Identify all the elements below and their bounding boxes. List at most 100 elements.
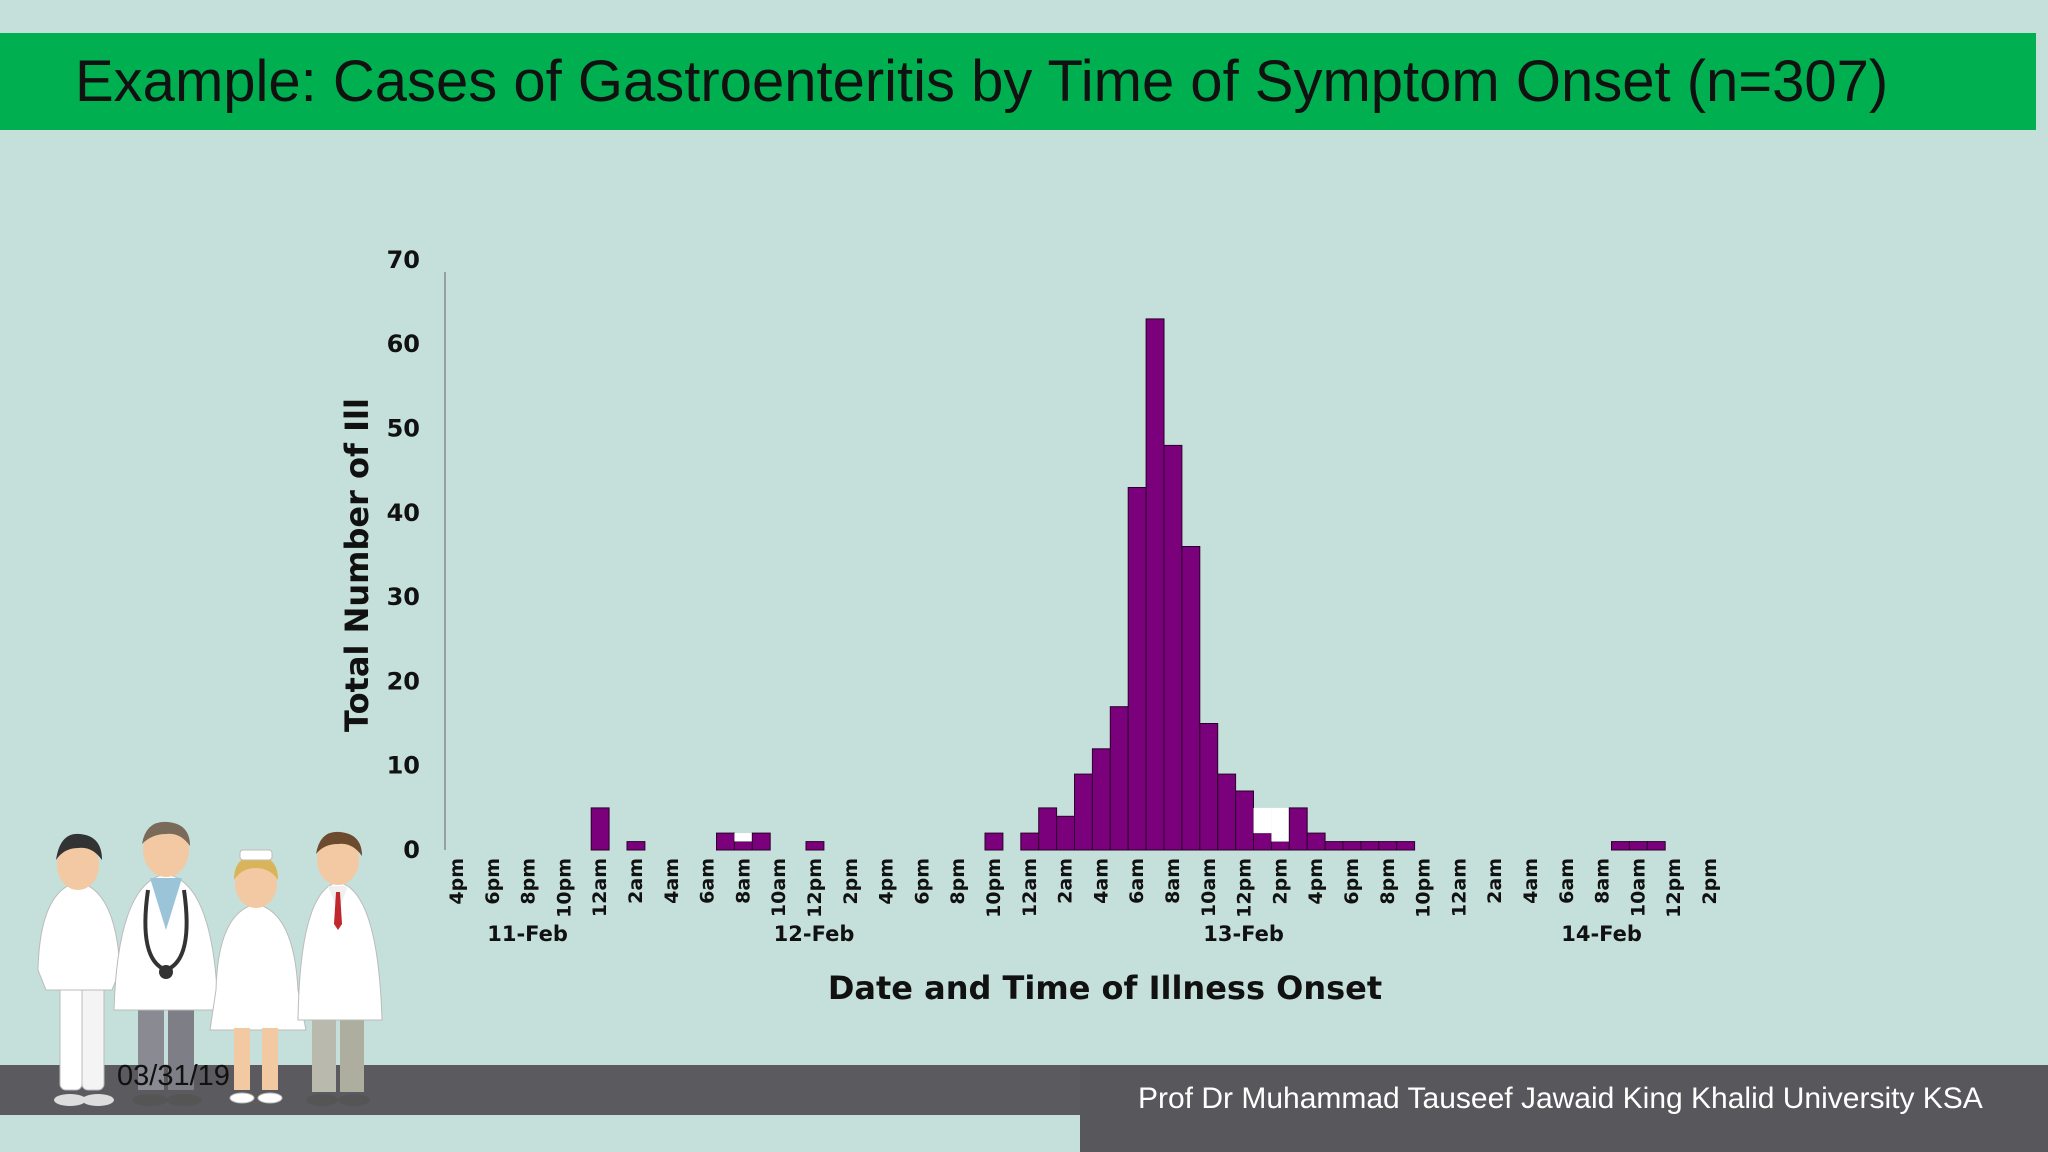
date-labels: 11-Feb 12-Feb 13-Feb 14-Feb bbox=[487, 922, 1642, 946]
bar bbox=[1342, 841, 1362, 851]
footer-credit: Prof Dr Muhammad Tauseef Jawaid King Kha… bbox=[1138, 1082, 1983, 1115]
bar bbox=[1109, 706, 1129, 851]
bar bbox=[1646, 841, 1666, 851]
nurse-figure-icon bbox=[37, 833, 121, 1106]
x-tick-label: 12pm bbox=[1663, 858, 1685, 918]
y-tick-label: 30 bbox=[387, 583, 420, 611]
bar bbox=[805, 841, 825, 851]
bar bbox=[1396, 841, 1416, 851]
y-tick-label: 50 bbox=[387, 415, 420, 443]
doctor-figure-icon bbox=[113, 821, 219, 1106]
y-tick-label: 0 bbox=[403, 836, 420, 864]
title-bar: Example: Cases of Gastroenteritis by Tim… bbox=[0, 33, 2036, 130]
x-tick-label: 12am bbox=[1448, 858, 1470, 917]
x-tick-label: 10am bbox=[1198, 858, 1220, 917]
y-tick-label: 20 bbox=[387, 667, 420, 695]
x-tick-label: 4am bbox=[1520, 858, 1542, 904]
bar bbox=[1181, 546, 1201, 851]
bar bbox=[1091, 748, 1111, 851]
x-tick-label: 6am bbox=[1126, 858, 1148, 904]
x-tick-label: 8am bbox=[1162, 858, 1184, 904]
x-tick-label: 2pm bbox=[1269, 858, 1291, 905]
x-tick-label: 6pm bbox=[482, 858, 504, 905]
x-tick-label: 2pm bbox=[840, 858, 862, 905]
x-tick-label: 6am bbox=[1556, 858, 1578, 904]
y-tick-label: 40 bbox=[387, 499, 420, 527]
x-tick-label: 10pm bbox=[983, 858, 1005, 918]
x-tick-label: 10pm bbox=[1413, 858, 1435, 918]
bar bbox=[751, 832, 771, 851]
x-axis-ticks: 4pm 6pm 8pm 10pm 12am 2am 4am 6am 8am 10am 12pm 2pm… bbox=[446, 858, 1721, 918]
bar bbox=[733, 841, 753, 851]
x-tick-label: 4pm bbox=[446, 858, 468, 905]
x-tick-label: 4pm bbox=[1305, 858, 1327, 905]
bar bbox=[1038, 807, 1058, 851]
bar bbox=[1020, 832, 1040, 851]
slide-title: Example: Cases of Gastroenteritis by Tim… bbox=[75, 49, 1889, 114]
date-label: 13-Feb bbox=[1203, 922, 1284, 946]
x-tick-label: 4pm bbox=[876, 858, 898, 905]
y-tick-label: 60 bbox=[387, 330, 420, 358]
bar bbox=[1127, 487, 1147, 851]
bar bbox=[1235, 790, 1254, 851]
bar bbox=[1270, 841, 1290, 851]
y-axis-title: Total Number of Ill bbox=[338, 398, 376, 732]
doctor-tie-figure-icon bbox=[297, 831, 383, 1106]
bar bbox=[1145, 318, 1165, 851]
x-tick-label: 8am bbox=[1592, 858, 1614, 904]
bar bbox=[1253, 832, 1272, 851]
bar bbox=[626, 841, 646, 851]
x-tick-label: 4am bbox=[661, 858, 683, 904]
bar bbox=[1628, 841, 1648, 851]
bar bbox=[590, 807, 610, 851]
x-tick-label: 8pm bbox=[947, 858, 969, 905]
bar bbox=[1056, 815, 1075, 851]
bar bbox=[1199, 723, 1219, 851]
x-tick-label: 6pm bbox=[1341, 858, 1363, 905]
x-axis-title: Date and Time of Illness Onset bbox=[828, 969, 1382, 1007]
date-label: 11-Feb bbox=[487, 922, 568, 946]
x-tick-label: 2am bbox=[625, 858, 647, 904]
x-tick-label: 4am bbox=[1090, 858, 1112, 904]
x-tick-label: 2am bbox=[1484, 858, 1506, 904]
x-tick-label: 6pm bbox=[911, 858, 933, 905]
x-tick-label: 2pm bbox=[1699, 858, 1721, 905]
x-tick-label: 12am bbox=[1019, 858, 1041, 917]
x-tick-label: 8am bbox=[732, 858, 754, 904]
x-tick-label: 6am bbox=[697, 858, 719, 904]
x-tick-label: 2am bbox=[1055, 858, 1077, 904]
x-tick-label: 12am bbox=[589, 858, 611, 917]
footer-box bbox=[1080, 1065, 2048, 1152]
x-tick-label: 12pm bbox=[1234, 858, 1256, 918]
x-tick-label: 8pm bbox=[518, 858, 540, 905]
bar bbox=[1306, 832, 1326, 851]
bar bbox=[984, 832, 1004, 851]
bar bbox=[1611, 841, 1630, 851]
date-label: 12-Feb bbox=[774, 922, 855, 946]
bar bbox=[734, 833, 753, 842]
bar bbox=[716, 832, 735, 851]
bar bbox=[1163, 444, 1183, 851]
medical-staff-illustration-icon bbox=[37, 821, 383, 1106]
bar bbox=[1324, 841, 1344, 851]
y-axis-ticks: 0 10 20 30 40 50 60 70 bbox=[387, 246, 420, 864]
date-label: 14-Feb bbox=[1561, 922, 1642, 946]
bar bbox=[1217, 773, 1237, 851]
bars bbox=[590, 318, 1666, 851]
bar bbox=[1271, 807, 1290, 842]
x-tick-label: 8pm bbox=[1377, 858, 1399, 905]
x-tick-label: 10am bbox=[1627, 858, 1649, 917]
bar bbox=[1378, 841, 1398, 851]
bar bbox=[1074, 773, 1093, 851]
x-tick-label: 10pm bbox=[553, 858, 575, 918]
bar bbox=[1253, 807, 1272, 834]
bar bbox=[1360, 841, 1380, 851]
y-tick-label: 70 bbox=[387, 246, 420, 274]
x-tick-label: 12pm bbox=[804, 858, 826, 918]
bar bbox=[1288, 807, 1308, 851]
footer-date: 03/31/19 bbox=[117, 1060, 230, 1092]
y-tick-label: 10 bbox=[387, 752, 420, 780]
nurse-cap-figure-icon bbox=[209, 849, 307, 1104]
x-tick-label: 10am bbox=[768, 858, 790, 917]
